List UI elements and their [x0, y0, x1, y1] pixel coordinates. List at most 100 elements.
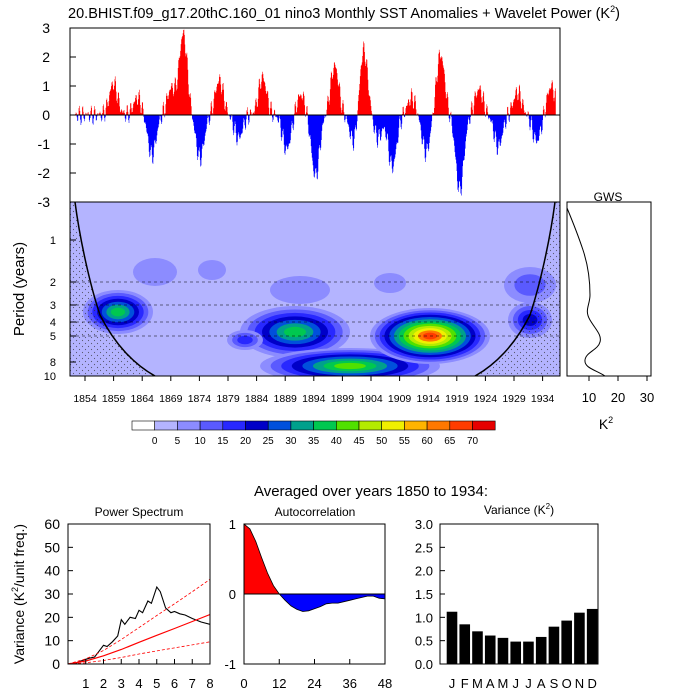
legend-swatch	[335, 420, 360, 431]
gws-tick-label: 10	[582, 390, 596, 405]
legend-swatch	[199, 420, 224, 431]
gws-tick-label: 20	[611, 390, 625, 405]
ac-x-label: 24	[307, 676, 321, 691]
blob-f-level-4	[237, 335, 253, 345]
year-tick-label: 1884	[245, 393, 269, 405]
color-legend: 0 5 10 15 20 25 30 35 40 45 50 55 60 65 70	[131, 420, 496, 447]
variance-month-label: A	[486, 676, 495, 691]
gws-tick-label: 30	[640, 390, 654, 405]
year-tick-label: 1879	[216, 393, 240, 405]
variance-month-label: D	[587, 676, 596, 691]
legend-label: 10	[195, 436, 207, 447]
ps-x-label: 6	[171, 676, 178, 691]
timeseries-bars	[75, 29, 556, 196]
variance-y-label: 3.0	[415, 517, 433, 532]
positive-anomaly-bars	[75, 29, 556, 115]
period-tick-label: 5	[50, 331, 56, 343]
series-conf_upper	[68, 578, 210, 664]
period-gridlines	[70, 281, 560, 337]
ps-x-label: 5	[153, 676, 160, 691]
averaged-title: Averaged over years 1850 to 1934:	[254, 483, 488, 500]
legend-swatch	[290, 420, 314, 431]
ac-x-label: 12	[272, 676, 286, 691]
legend-label: 55	[399, 436, 411, 447]
legend-swatch	[358, 420, 383, 431]
period-tick-label: 8	[50, 357, 56, 369]
variance-bar	[459, 624, 471, 664]
legend-swatch	[245, 420, 269, 431]
variance-bar	[484, 635, 496, 664]
variance-month-label: N	[575, 676, 584, 691]
legend-label: 30	[285, 436, 297, 447]
blob-d-level-2	[374, 273, 406, 293]
year-tick-label: 1869	[159, 393, 183, 405]
blob-1895-level-9	[334, 362, 366, 370]
gws-curve	[566, 207, 606, 377]
period-axis-label: Period (years)	[11, 242, 28, 336]
ac-x-label: 36	[343, 676, 357, 691]
ps-x-label: 7	[189, 676, 196, 691]
year-axis-ticks: 1854 1859 1864 1869 1874 1879 1884 1889 1894 1899…	[73, 376, 554, 405]
legend-swatch	[381, 420, 405, 431]
legend-swatch	[131, 420, 156, 431]
autocorrelation-title: Autocorrelation	[275, 505, 356, 519]
ps-y-label: 50	[44, 539, 60, 555]
variance-title: Variance (K2)	[484, 502, 554, 517]
legend-label: 45	[353, 436, 365, 447]
year-tick-label: 1889	[274, 393, 298, 405]
variance-month-label: A	[537, 676, 546, 691]
variance-month-label: J	[449, 676, 456, 691]
legend-label: 20	[240, 436, 252, 447]
legend-label: 15	[217, 436, 229, 447]
legend-swatch	[449, 420, 473, 431]
blob-b-level-2	[198, 260, 226, 280]
year-tick-label: 1904	[359, 393, 383, 405]
ps-y-label: 60	[44, 516, 60, 532]
variance-y-label: 1.5	[415, 587, 433, 602]
ts-tick-label: -3	[38, 194, 51, 210]
period-tick-label: 3	[50, 300, 56, 312]
variance-y-label: 0.5	[415, 634, 433, 649]
autocorr-positive-area	[244, 524, 280, 594]
gws-title: GWS	[594, 190, 623, 204]
variance-bar	[523, 641, 534, 664]
ts-tick-label: 2	[42, 49, 50, 65]
ps-x-label: 3	[118, 676, 125, 691]
variance-y-label: 2.5	[415, 540, 433, 555]
timeseries-y-ticks: 3 2 1 0 -1 -2 -3	[38, 20, 76, 210]
year-tick-label: 1859	[102, 393, 126, 405]
power-spectrum-title: Power Spectrum	[95, 505, 184, 519]
ps-x-label: 1	[82, 676, 89, 691]
variance-bar	[446, 611, 458, 664]
ac-y-label: 1	[229, 517, 236, 532]
blob-c-level-2	[270, 276, 330, 304]
gws-x-ticks: 10 20 30	[582, 376, 654, 405]
variance-panel: Variance (K2) J F M A M J J A S O N D3.02.52.01.51.…	[415, 502, 599, 691]
year-tick-label: 1919	[445, 393, 469, 405]
variance-y-label: 2.0	[415, 564, 433, 579]
autocorr-line	[243, 523, 386, 612]
ac-y-label: -1	[224, 657, 236, 672]
power-spectrum-lines	[68, 578, 210, 664]
series-spectrum	[68, 585, 210, 664]
blob-1859-level-8	[111, 307, 125, 317]
ts-tick-label: 0	[42, 107, 50, 123]
variance-y-label: 0.0	[415, 657, 433, 672]
legend-label: 35	[308, 436, 320, 447]
cone-of-influence-left	[70, 202, 155, 376]
variance-bar	[586, 608, 598, 664]
variance-bar	[472, 631, 483, 664]
ac-y-label: 0	[229, 587, 236, 602]
legend-swatch	[222, 420, 246, 431]
negative-anomaly-bars	[76, 115, 546, 196]
series-red_noise	[68, 613, 210, 664]
ps-y-label: 10	[44, 633, 60, 649]
variance-month-label: S	[550, 676, 559, 691]
gws-panel: GWS 10 20 30 K2	[566, 190, 654, 432]
power-spectrum-y-label: Variance (K2/unit freq.)	[10, 524, 27, 664]
power-spectrum-ticks: 1 2 3 4 5 6 7 8 0 10 20 30 40 50 60	[44, 516, 213, 691]
blob-a-level-2	[133, 258, 177, 286]
legend-swatch	[404, 420, 428, 431]
variance-month-label: M	[472, 676, 483, 691]
